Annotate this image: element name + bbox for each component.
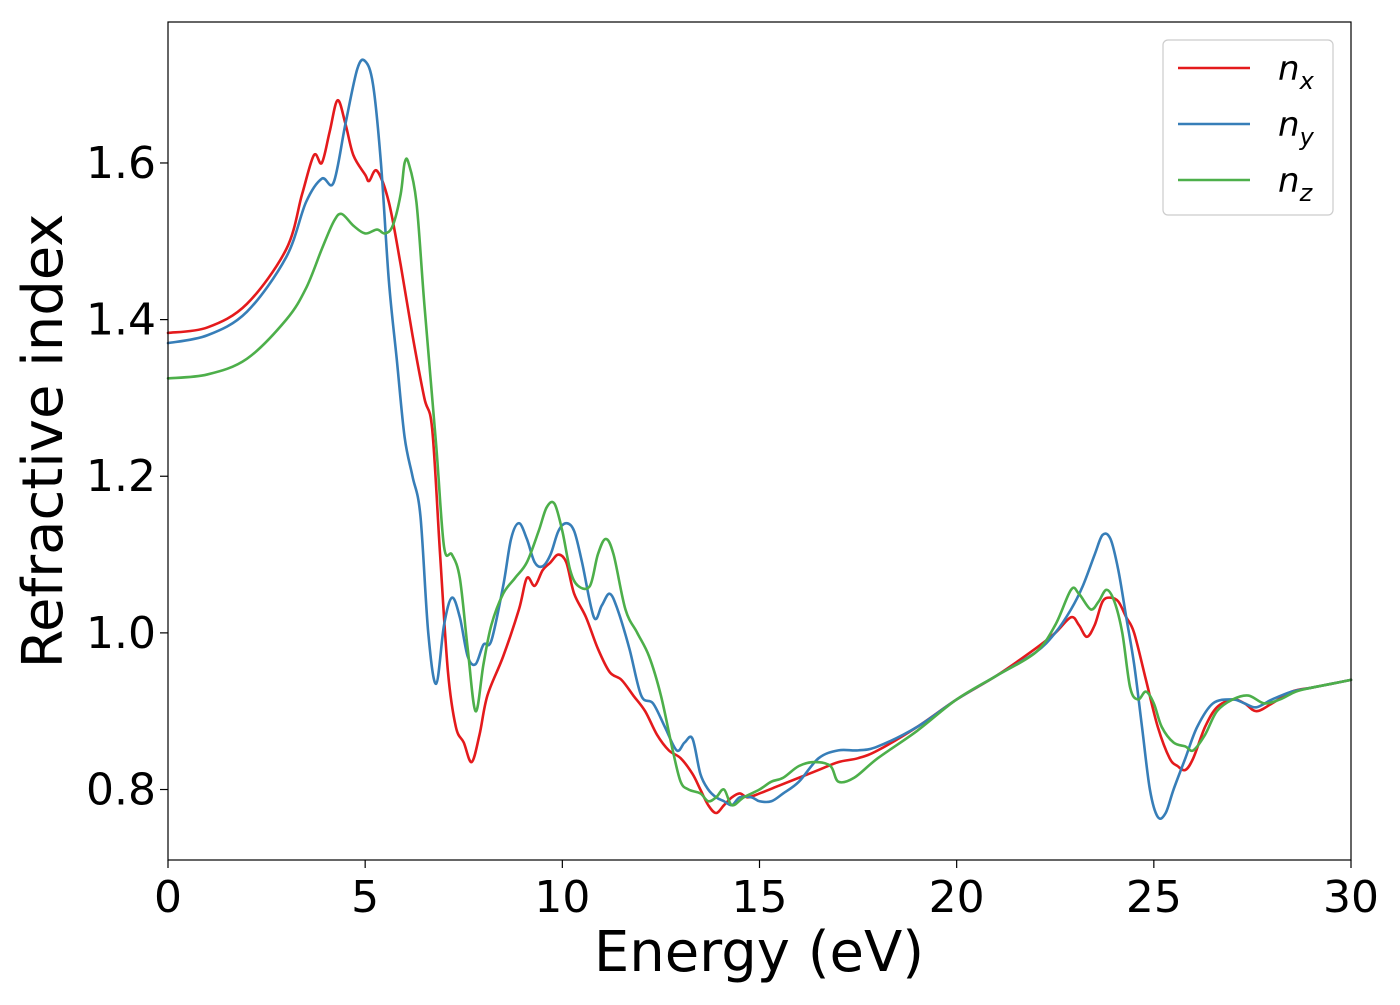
legend-label-z: nz [1278,161,1314,207]
x-tick-label: 30 [1323,872,1379,923]
y-axis-label: Refractive index [11,214,76,669]
legend-label-y: ny [1278,105,1315,151]
x-tick-label: 0 [154,872,182,923]
legend: nx ny nz [1162,39,1334,216]
y-tick-label: 0.8 [86,765,156,816]
y-tick-label: 1.6 [86,138,156,189]
series-line-y [166,58,1353,820]
x-tick-label: 20 [929,872,985,923]
series-layer [166,58,1353,820]
y-tick-label: 1.2 [86,451,156,502]
legend-label-x: nx [1278,49,1315,95]
x-tick-label: 25 [1126,872,1182,923]
x-tick-label: 10 [534,872,590,923]
legend-entries: nx ny nz [1178,49,1315,207]
x-axis-label: Energy (eV) [594,920,924,985]
x-tick-label: 5 [351,872,379,923]
y-tick-label: 1.0 [86,608,156,659]
series-line-x [166,99,1353,815]
legend-box [1162,39,1334,216]
y-axis-ticks: 0.8 1.0 1.2 1.4 1.6 [86,138,168,816]
x-tick-label: 15 [732,872,788,923]
series-line-z [166,157,1353,807]
y-tick-label: 1.4 [86,295,156,346]
x-axis-ticks: 0 5 10 15 20 25 30 [154,860,1379,923]
